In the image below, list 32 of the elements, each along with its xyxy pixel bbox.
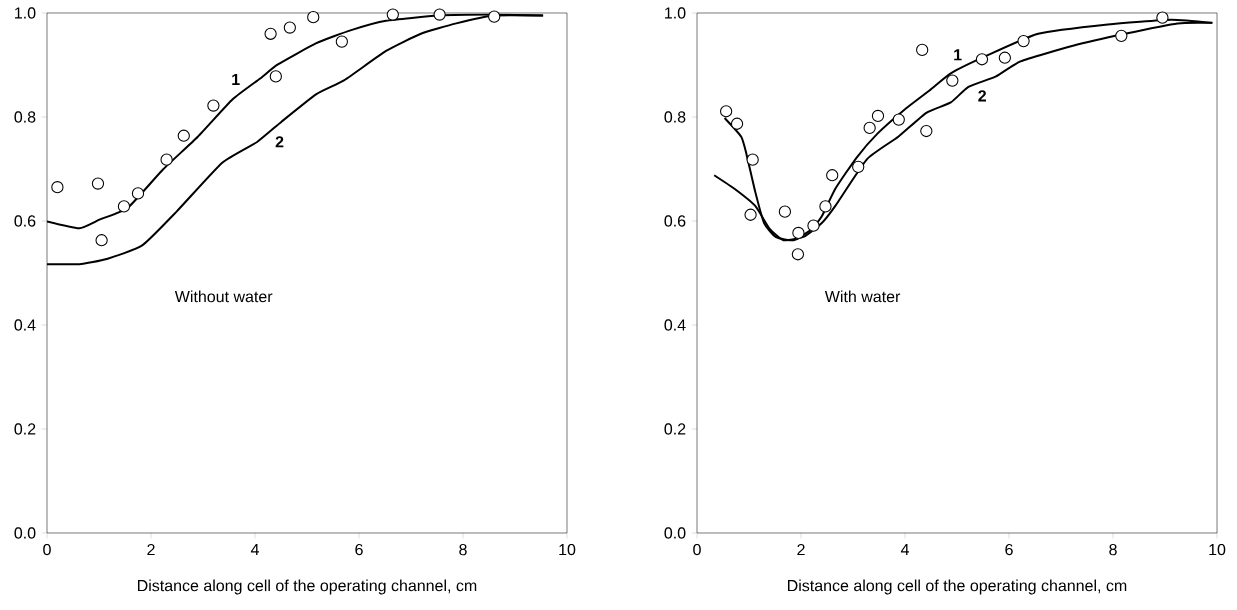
x-tick-label: 4 (900, 543, 909, 555)
series-label: 1 (232, 73, 240, 85)
series-label: 2 (275, 136, 284, 148)
annotation: Without water (174, 290, 273, 303)
x-tick-label: 4 (250, 543, 259, 555)
y-tick-label: 0.6 (14, 215, 36, 227)
x-axis-title: Distance along cell of the operating channel, cm (788, 579, 1127, 595)
x-tick-label: 6 (1005, 543, 1013, 556)
y-tick-label: 0.6 (664, 215, 686, 227)
y-tick-label: 0.8 (14, 111, 36, 123)
y-tick-label: 0.2 (664, 423, 686, 435)
annotation: With water (824, 290, 901, 303)
x-tick-label: 8 (459, 543, 467, 556)
y-tick-label: 1.0 (665, 7, 686, 19)
x-tick-label: 2 (147, 543, 155, 556)
x-axis-title: Distance along cell of the operating channel, cm (138, 579, 477, 595)
x-tick-label: 0 (43, 543, 51, 556)
series-label: 2 (978, 90, 986, 102)
y-tick-label: 0.0 (664, 527, 686, 539)
x-tick-label: 10 (559, 543, 576, 556)
y-tick-label: 0.8 (664, 111, 686, 123)
x-tick-label: 2 (797, 543, 805, 556)
y-tick-label: 0.0 (14, 527, 36, 539)
series-label: 1 (954, 49, 962, 61)
x-tick-label: 10 (1209, 543, 1226, 556)
y-tick-label: 0.4 (14, 319, 36, 331)
x-tick-label: 6 (355, 543, 363, 556)
x-tick-label: 8 (1109, 543, 1117, 556)
y-tick-label: 0.4 (664, 319, 686, 331)
y-tick-label: 1.0 (15, 7, 36, 19)
x-tick-label: 0 (693, 543, 701, 556)
y-tick-label: 0.2 (14, 423, 36, 435)
